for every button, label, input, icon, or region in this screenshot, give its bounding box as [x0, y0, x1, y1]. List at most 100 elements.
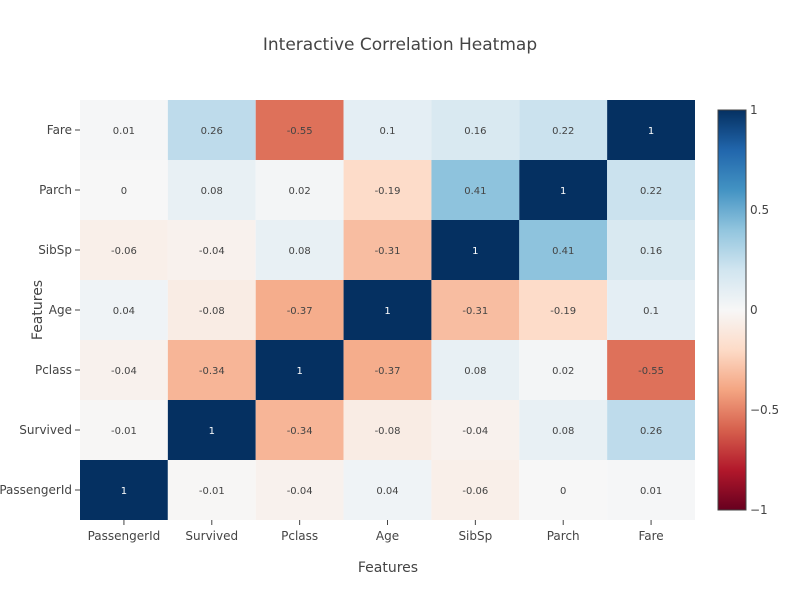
heatmap-cell[interactable] — [343, 460, 432, 520]
heatmap-cell[interactable] — [255, 220, 344, 280]
heatmap-cell[interactable] — [431, 100, 520, 160]
x-axis-title: Features — [358, 560, 418, 576]
heatmap-cell[interactable] — [343, 160, 432, 220]
cell-value-label: 0.08 — [464, 366, 486, 377]
y-tick-label: Age — [49, 303, 72, 317]
heatmap-cell[interactable] — [80, 280, 168, 340]
y-tick-label: Fare — [47, 123, 72, 137]
cell-value-label: -0.06 — [111, 246, 137, 257]
cell-value-label: 0.04 — [376, 486, 398, 497]
cell-value-label: 0.08 — [552, 426, 574, 437]
cell-value-label: 0.02 — [289, 186, 311, 197]
heatmap-cell[interactable] — [80, 220, 168, 280]
heatmap-cell[interactable] — [167, 400, 256, 460]
cell-value-label: 1 — [121, 486, 127, 497]
x-axis-ticks: PassengerId Survived Pclass Age SibSp Parch Fa… — [88, 520, 664, 543]
cell-value-label: -0.04 — [287, 486, 313, 497]
y-axis-ticks: PassengerId Survived Pclass Age SibSp Parch Fa… — [0, 123, 80, 497]
x-tick-label: Fare — [638, 529, 663, 543]
cell-value-label: 0.41 — [464, 186, 486, 197]
y-tick-label: Survived — [19, 423, 72, 437]
cell-value-label: 0.08 — [289, 246, 311, 257]
y-axis-title: Features — [30, 280, 46, 340]
heatmap-cell[interactable] — [80, 400, 168, 460]
heatmap-cell[interactable] — [255, 460, 344, 520]
y-tick-label: PassengerId — [0, 483, 72, 497]
heatmap-cell[interactable] — [343, 100, 432, 160]
y-tick-label: Pclass — [35, 363, 72, 377]
cell-value-label: -0.01 — [199, 486, 225, 497]
cell-value-label: -0.19 — [550, 306, 576, 317]
heatmap-cell[interactable] — [607, 340, 695, 400]
cell-value-label: 1 — [560, 186, 566, 197]
heatmap-cell[interactable] — [343, 340, 432, 400]
heatmap-cell[interactable] — [431, 340, 520, 400]
cell-value-label: 1 — [472, 246, 478, 257]
heatmap-cell[interactable] — [167, 460, 256, 520]
heatmap-cell[interactable] — [255, 160, 344, 220]
x-tick-label: Age — [376, 529, 399, 543]
cell-value-label: -0.55 — [287, 126, 313, 137]
colorbar-tick-label: −1 — [750, 503, 768, 517]
cell-value-label: -0.08 — [375, 426, 401, 437]
heatmap-cell[interactable] — [431, 160, 520, 220]
cell-value-label: 1 — [209, 426, 215, 437]
y-tick-label: SibSp — [38, 243, 72, 257]
cell-value-label: 0.1 — [643, 306, 659, 317]
cell-value-label: 1 — [296, 366, 302, 377]
colorbar-tick-label: 0 — [750, 303, 758, 317]
heatmap-cell[interactable] — [167, 160, 256, 220]
colorbar-ticks: 1 0.5 0 −0.5 −1 — [750, 103, 779, 517]
heatmap-cell[interactable] — [519, 220, 608, 280]
heatmap-cell[interactable] — [431, 400, 520, 460]
heatmap-cell[interactable] — [607, 280, 695, 340]
heatmap-cell[interactable] — [607, 460, 695, 520]
heatmap-cell[interactable] — [519, 100, 608, 160]
heatmap-cell[interactable] — [607, 220, 695, 280]
heatmap-cell[interactable] — [255, 400, 344, 460]
cell-value-label: -0.08 — [199, 306, 225, 317]
x-tick-label: Pclass — [281, 529, 318, 543]
heatmap-cell[interactable] — [167, 340, 256, 400]
heatmap-cell[interactable] — [343, 220, 432, 280]
cell-value-label: -0.01 — [111, 426, 137, 437]
heatmap-cell[interactable] — [255, 340, 344, 400]
cell-value-label: -0.31 — [462, 306, 488, 317]
cell-value-label: 1 — [384, 306, 390, 317]
heatmap-cell[interactable] — [343, 280, 432, 340]
heatmap-cell[interactable] — [167, 100, 256, 160]
x-tick-label: Parch — [547, 529, 580, 543]
cell-value-label: -0.04 — [111, 366, 137, 377]
heatmap-cell[interactable] — [167, 220, 256, 280]
heatmap-cell[interactable] — [431, 280, 520, 340]
heatmap-cell[interactable] — [255, 280, 344, 340]
cell-value-label: -0.31 — [375, 246, 401, 257]
cell-value-label: 0.02 — [552, 366, 574, 377]
x-tick-label: PassengerId — [88, 529, 161, 543]
heatmap-cell[interactable] — [519, 400, 608, 460]
heatmap-cell[interactable] — [607, 100, 695, 160]
heatmap-cell[interactable] — [167, 280, 256, 340]
heatmap-cell[interactable] — [519, 280, 608, 340]
cell-value-label: 0.16 — [640, 246, 662, 257]
cell-value-label: 0.26 — [640, 426, 662, 437]
cell-value-label: 0.41 — [552, 246, 574, 257]
heatmap-cell[interactable] — [519, 160, 608, 220]
heatmap-cell[interactable] — [431, 460, 520, 520]
cell-value-label: 0.01 — [113, 126, 135, 137]
heatmap-cell[interactable] — [80, 460, 168, 520]
heatmap-cell[interactable] — [80, 100, 168, 160]
cell-value-label: -0.19 — [375, 186, 401, 197]
heatmap-cell[interactable] — [80, 160, 168, 220]
heatmap-cell[interactable] — [519, 340, 608, 400]
heatmap-cell[interactable] — [519, 460, 608, 520]
heatmap-cell[interactable] — [431, 220, 520, 280]
colorbar-tick-label: 1 — [750, 103, 758, 117]
heatmap-cell[interactable] — [607, 400, 695, 460]
heatmap-cell[interactable] — [80, 340, 168, 400]
heatmap-cell[interactable] — [255, 100, 344, 160]
heatmap-cell[interactable] — [607, 160, 695, 220]
cell-value-label: 0 — [121, 186, 127, 197]
cell-value-label: 0 — [560, 486, 566, 497]
heatmap-cell[interactable] — [343, 400, 432, 460]
